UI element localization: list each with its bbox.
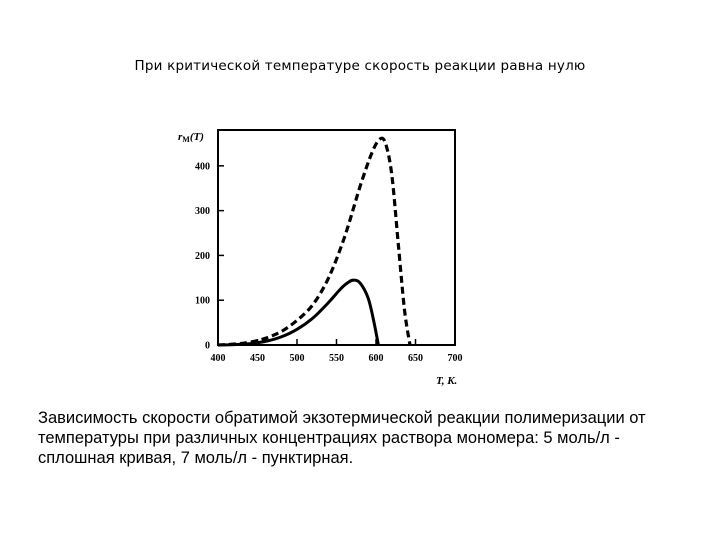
y-tick-label: 200 [195,251,210,262]
x-axis-label: T, K. [436,375,457,387]
x-tick-label: 600 [369,353,384,364]
x-tick-label: 500 [290,353,305,364]
rate-temperature-chart: 0 100 200 300 400 400 450 500 550 600 650 700 rM(T… [178,129,463,387]
x-tick-label: 450 [250,353,265,364]
y-ticks-group: 0 100 200 300 400 [195,161,224,352]
x-tick-label: 700 [448,353,463,364]
x-tick-label: 550 [329,353,344,364]
series-group [217,136,412,347]
series-line-solid [217,278,380,347]
x-tick-label: 400 [211,353,226,364]
plot-frame-group [217,129,456,346]
figure-caption: Зависимость скорости обратимой экзотерми… [38,409,646,467]
y-axis-label: rM(T) [178,131,204,144]
y-tick-label: 400 [195,161,210,172]
y-tick-label: 0 [205,341,210,352]
series-line-dashed [217,136,412,347]
y-tick-label: 300 [195,206,210,217]
y-axis-label-sub: M [182,135,190,144]
y-axis-label-main: r [178,131,183,143]
x-tick-label: 650 [408,353,423,364]
y-tick-label: 100 [195,296,210,307]
y-axis-label-arg: (T) [190,131,204,143]
slide-title: При критической температуре скорость реа… [134,58,586,74]
plot-frame [217,129,456,346]
